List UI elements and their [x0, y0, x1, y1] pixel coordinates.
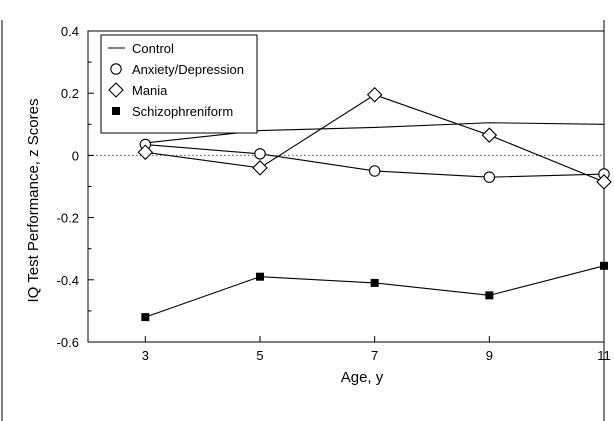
- data-point-mania: [252, 160, 268, 176]
- y-tick-label: -0.2: [57, 211, 79, 226]
- series-control: [145, 122, 605, 144]
- legend-item: Anxiety/Depression: [110, 62, 244, 77]
- legend-item: Schizophreniform: [112, 104, 233, 119]
- legend: Control Anxiety/Depression Mania Schizophre…: [100, 34, 258, 134]
- y-tick-label: -0.4: [57, 273, 79, 288]
- legend-box: [100, 34, 258, 134]
- data-point-anxiety-depression: [368, 165, 381, 177]
- axes-layer: 0.4 0.2 0 -0.2 -0.4 -0.6 3 5 7 9 11: [1, 20, 611, 421]
- x-tick-label: 5: [256, 348, 263, 363]
- legend-item: Control: [108, 41, 174, 56]
- series-schizophreniform: [141, 261, 608, 322]
- x-tick-label: 11: [597, 348, 611, 363]
- legend-label: Control: [132, 41, 174, 56]
- series-mania: [137, 86, 612, 190]
- y-tick-label: 0: [72, 148, 79, 163]
- legend-marker-swatch: [112, 107, 120, 115]
- data-point-mania: [366, 86, 383, 103]
- data-point-mania: [481, 127, 498, 143]
- data-point-schizophreniform: [141, 313, 150, 322]
- series-layer: [137, 86, 612, 322]
- data-point-anxiety-depression: [254, 148, 266, 160]
- y-tick-label: -0.6: [57, 335, 79, 350]
- legend-marker-swatch: [108, 82, 124, 98]
- series-line-schizophreniform: [145, 265, 605, 318]
- data-point-schizophreniform: [370, 278, 379, 287]
- data-point-schizophreniform: [256, 272, 264, 281]
- y-tick-label: 0.2: [61, 86, 79, 101]
- y-tick-label: 0.4: [61, 24, 79, 39]
- series-line-control: [145, 122, 605, 144]
- data-point-mania: [596, 174, 612, 190]
- legend-marker-swatch: [110, 63, 122, 75]
- x-tick-label: 3: [142, 348, 149, 363]
- legend-label: Anxiety/Depression: [132, 62, 244, 77]
- y-axis-label: IQ Test Performance, z Scores: [25, 99, 42, 303]
- legend-label: Schizophreniform: [132, 104, 233, 119]
- x-tick-label: 7: [371, 348, 378, 363]
- legend-label: Mania: [132, 83, 168, 98]
- x-tick-label: 9: [486, 348, 493, 363]
- x-axis-label: Age, y: [341, 369, 384, 386]
- data-point-schizophreniform: [600, 261, 608, 270]
- data-point-schizophreniform: [485, 291, 494, 300]
- legend-item: Mania: [108, 82, 168, 98]
- data-point-anxiety-depression: [483, 171, 496, 183]
- data-point-mania: [137, 144, 154, 161]
